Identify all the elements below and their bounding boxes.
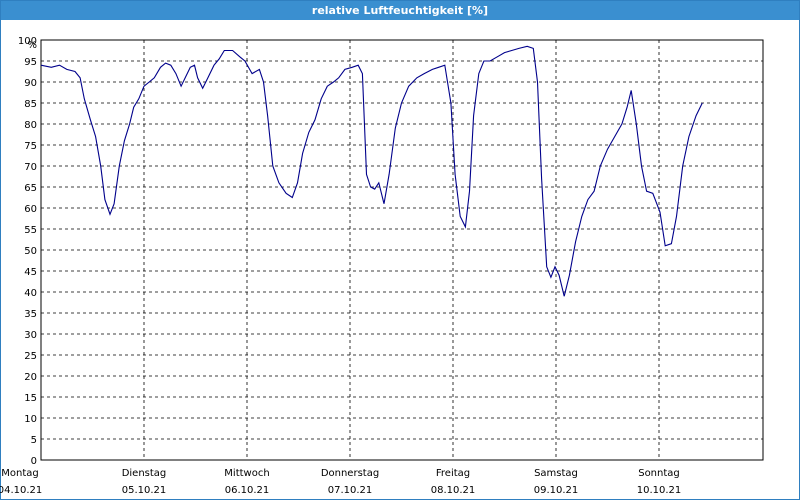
y-tick-label: 60 [24, 204, 37, 215]
humidity-series-line [40, 45, 703, 297]
x-tick-day-label: Sonntag [638, 468, 680, 479]
x-tick-day-label: Montag [1, 468, 38, 479]
x-axis-ticks: Montag 04.10.21 Dienstag 05.10.21 Mittwoch 06… [0, 468, 681, 496]
y-tick-label: 75 [24, 141, 37, 152]
x-tick-day-label: Donnerstag [321, 468, 379, 479]
y-tick-label: 5 [31, 435, 37, 446]
y-tick-label: 15 [24, 393, 37, 404]
grid-lines [41, 40, 763, 460]
y-tick-label: 30 [24, 330, 37, 341]
x-tick-date-label: 05.10.21 [122, 485, 167, 496]
y-tick-label: 45 [24, 267, 37, 278]
y-tick-label: 90 [24, 78, 37, 89]
x-tick-date-label: 07.10.21 [328, 485, 373, 496]
y-axis-ticks: 0 5 10 15 20 25 30 35 40 45 50 55 60 65 70 75 80 85 90 95 10… [18, 36, 37, 467]
y-tick-label: 50 [24, 246, 37, 257]
x-tick-date-label: 09.10.21 [534, 485, 579, 496]
y-tick-label: 70 [24, 162, 37, 173]
x-tick-day-label: Mittwoch [224, 468, 269, 479]
y-tick-label: 0 [31, 456, 37, 467]
y-tick-label: 95 [24, 57, 37, 68]
x-tick-date-label: 06.10.21 [225, 485, 270, 496]
x-tick-day-label: Freitag [436, 468, 470, 479]
y-axis-unit: % [27, 40, 37, 51]
chart-title: relative Luftfeuchtigkeit [%] [1, 1, 799, 20]
y-tick-label: 65 [24, 183, 37, 194]
x-tick-day-label: Dienstag [122, 468, 167, 479]
y-tick-label: 55 [24, 225, 37, 236]
y-tick-label: 80 [24, 120, 37, 131]
y-tick-label: 35 [24, 309, 37, 320]
y-tick-label: 25 [24, 351, 37, 362]
y-tick-label: 40 [24, 288, 37, 299]
y-tick-label: 100 [18, 36, 37, 47]
x-tick-date-label: 04.10.21 [0, 485, 42, 496]
x-tick-date-label: 08.10.21 [431, 485, 476, 496]
x-tick-date-label: 10.10.21 [637, 485, 682, 496]
x-tick-day-label: Samstag [534, 468, 578, 479]
y-tick-label: 10 [24, 414, 37, 425]
y-tick-label: 20 [24, 372, 37, 383]
y-tick-label: 85 [24, 99, 37, 110]
